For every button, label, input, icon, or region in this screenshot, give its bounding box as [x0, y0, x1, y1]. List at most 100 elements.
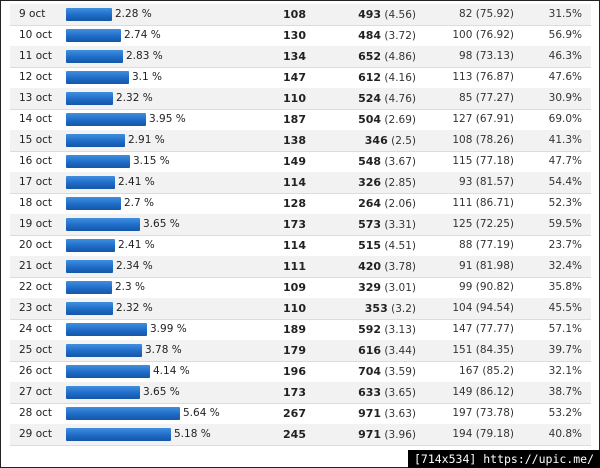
ratio-cell: 127 (67.91) [452, 113, 514, 125]
table-row: 9 oct 2.28 % 108 493 (4.56) 82 (75.92) 31.5% [10, 4, 591, 26]
table-row: 10 oct 2.74 % 130 484 (3.72) 100 (76.92) 56.9… [10, 25, 591, 47]
value-cell: 548 (3.67) [358, 151, 416, 173]
date-cell: 17 oct [19, 176, 53, 188]
date-cell: 15 oct [19, 134, 53, 146]
date-cell: 14 oct [19, 113, 53, 125]
percent-bar [66, 134, 125, 147]
percent-cell: 40.8% [548, 428, 582, 440]
count-cell: 245 [283, 428, 306, 441]
percent-label: 3.65 % [143, 386, 180, 398]
ratio-cell: 93 (81.57) [459, 176, 514, 188]
count-cell: 138 [283, 134, 306, 147]
percent-cell: 41.3% [548, 134, 582, 146]
ratio-cell: 98 (73.13) [459, 50, 514, 62]
value-main: 592 [358, 323, 382, 336]
percent-bar [66, 281, 112, 294]
percent-bar [66, 239, 115, 252]
percent-label: 3.78 % [145, 344, 182, 356]
table-row: 13 oct 2.32 % 110 524 (4.76) 85 (77.27) 30.9% [10, 88, 591, 110]
date-cell: 19 oct [19, 218, 53, 230]
ratio-cell: 108 (78.26) [452, 134, 514, 146]
date-cell: 23 oct [19, 302, 53, 314]
percent-label: 2.41 % [118, 176, 155, 188]
value-cell: 484 (3.72) [358, 25, 416, 47]
value-cell: 633 (3.65) [358, 382, 416, 404]
percent-label: 2.34 % [116, 260, 153, 272]
date-cell: 9 oct [19, 8, 46, 20]
table-row: 17 oct 2.41 % 114 326 (2.85) 93 (81.57) 54.4% [10, 172, 591, 194]
percent-label: 2.7 % [124, 197, 155, 209]
value-cell: 652 (4.86) [358, 46, 416, 68]
percent-bar [66, 302, 113, 315]
percent-cell: 38.7% [548, 386, 582, 398]
count-cell: 128 [283, 197, 306, 210]
count-cell: 149 [283, 155, 306, 168]
ratio-cell: 149 (86.12) [452, 386, 514, 398]
percent-cell: 39.7% [548, 344, 582, 356]
ratio-cell: 113 (76.87) [452, 71, 514, 83]
percent-bar [66, 71, 129, 84]
percent-cell: 52.3% [548, 197, 582, 209]
value-cell: 971 (3.63) [358, 403, 416, 425]
percent-bar [66, 50, 123, 63]
ratio-cell: 194 (79.18) [452, 428, 514, 440]
percent-label: 2.74 % [124, 29, 161, 41]
value-main: 329 [358, 281, 382, 294]
ratio-cell: 147 (77.77) [452, 323, 514, 335]
ratio-cell: 197 (73.78) [452, 407, 514, 419]
value-sub: (3.44) [384, 345, 416, 357]
percent-label: 3.65 % [143, 218, 180, 230]
percent-cell: 47.7% [548, 155, 582, 167]
percent-bar [66, 29, 121, 42]
ratio-cell: 88 (77.19) [459, 239, 514, 251]
percent-bar [66, 113, 146, 126]
date-cell: 22 oct [19, 281, 53, 293]
ratio-cell: 91 (81.98) [459, 260, 514, 272]
value-cell: 971 (3.96) [358, 424, 416, 446]
percent-label: 2.32 % [116, 302, 153, 314]
watermark: [714x534] https://upic.me/ [407, 450, 600, 468]
ratio-cell: 85 (77.27) [459, 92, 514, 104]
value-sub: (3.2) [391, 303, 416, 315]
value-main: 326 [358, 176, 382, 189]
count-cell: 187 [283, 113, 306, 126]
percent-bar [66, 386, 140, 399]
percent-bar [66, 344, 142, 357]
value-main: 346 [364, 134, 388, 147]
count-cell: 267 [283, 407, 306, 420]
value-main: 420 [358, 260, 382, 273]
count-cell: 111 [283, 260, 306, 273]
value-sub: (2.85) [384, 177, 416, 189]
value-main: 616 [358, 344, 382, 357]
table-row: 22 oct 2.3 % 109 329 (3.01) 99 (90.82) 35.8% [10, 277, 591, 299]
value-main: 504 [358, 113, 382, 126]
percent-cell: 31.5% [548, 8, 582, 20]
date-cell: 27 oct [19, 386, 53, 398]
percent-cell: 32.1% [548, 365, 582, 377]
count-cell: 173 [283, 386, 306, 399]
ratio-cell: 125 (72.25) [452, 218, 514, 230]
date-cell: 28 oct [19, 407, 53, 419]
value-sub: (3.13) [384, 324, 416, 336]
ratio-cell: 151 (84.35) [452, 344, 514, 356]
table-row: 28 oct 5.64 % 267 971 (3.63) 197 (73.78) 53.2… [10, 403, 591, 425]
percent-cell: 45.5% [548, 302, 582, 314]
percent-bar [66, 176, 115, 189]
value-cell: 573 (3.31) [358, 214, 416, 236]
value-sub: (4.56) [384, 9, 416, 21]
value-cell: 616 (3.44) [358, 340, 416, 362]
percent-label: 5.64 % [183, 407, 220, 419]
value-sub: (3.67) [384, 156, 416, 168]
table-row: 26 oct 4.14 % 196 704 (3.59) 167 (85.2) 32.1% [10, 361, 591, 383]
percent-bar [66, 197, 121, 210]
percent-label: 2.28 % [115, 8, 152, 20]
value-sub: (4.16) [384, 72, 416, 84]
ratio-cell: 115 (77.18) [452, 155, 514, 167]
value-sub: (3.78) [384, 261, 416, 273]
ratio-cell: 99 (90.82) [459, 281, 514, 293]
percent-label: 5.18 % [174, 428, 211, 440]
percent-label: 2.91 % [128, 134, 165, 146]
value-sub: (2.5) [391, 135, 416, 147]
count-cell: 110 [283, 302, 306, 315]
percent-label: 3.1 % [132, 71, 163, 83]
